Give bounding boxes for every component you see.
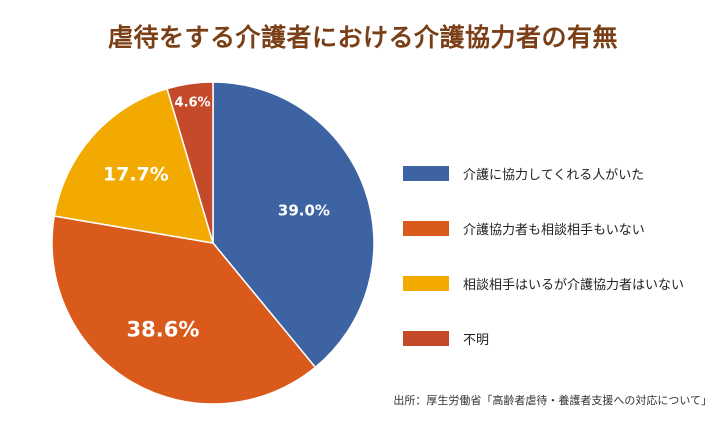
legend: 介護に協力してくれる人がいた 介護協力者も相談相手もいない 相談相手はいるが介護… bbox=[403, 160, 723, 380]
pie-slice bbox=[212, 81, 375, 369]
legend-label: 不明 bbox=[463, 332, 490, 348]
chart-title: 虐待をする介護者における介護協力者の有無 bbox=[107, 23, 618, 52]
legend-swatch bbox=[403, 220, 449, 236]
legend-label: 介護協力者も相談相手もいない bbox=[463, 222, 645, 238]
legend-item: 介護協力者も相談相手もいない bbox=[403, 215, 723, 241]
legend-swatch bbox=[403, 165, 449, 181]
slice-data-label: 39.0% bbox=[278, 201, 330, 219]
pie-slice bbox=[51, 215, 317, 405]
legend-item: 相談相手はいるが介護協力者はいない bbox=[403, 270, 723, 296]
slice-data-label: 17.7% bbox=[103, 164, 169, 186]
legend-item: 介護に協力してくれる人がいた bbox=[403, 160, 723, 186]
slice-data-label: 4.6% bbox=[175, 95, 211, 110]
source-note: 出所：厚生労働省「高齢者虐待・養護者支援への対応について」 bbox=[393, 394, 712, 407]
legend-label: 介護に協力してくれる人がいた bbox=[463, 167, 645, 183]
legend-swatch bbox=[403, 275, 449, 291]
pie-slice bbox=[53, 87, 215, 244]
legend-label: 相談相手はいるが介護協力者はいない bbox=[463, 277, 685, 293]
legend-item: 不明 bbox=[403, 325, 723, 351]
pie-slice bbox=[166, 81, 214, 244]
slice-data-label: 38.6% bbox=[127, 317, 200, 341]
legend-swatch bbox=[403, 330, 449, 346]
